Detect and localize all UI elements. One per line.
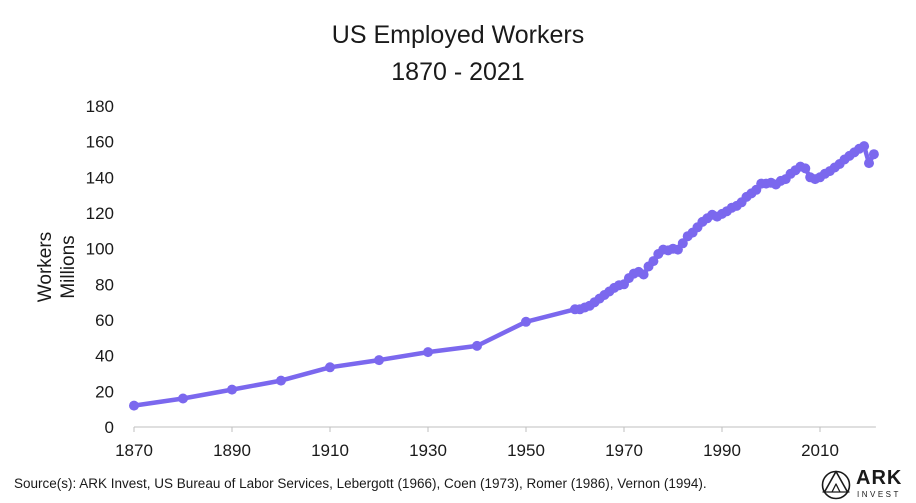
logo-sub: INVEST	[857, 490, 901, 499]
y-tick-label: 80	[95, 275, 114, 294]
data-point	[638, 269, 649, 280]
data-point	[864, 158, 874, 169]
data-point	[276, 375, 286, 386]
data-point	[374, 355, 384, 366]
series-points	[129, 141, 879, 411]
y-axis-label-line2: Millions	[58, 235, 79, 298]
logo-word: ARK	[856, 467, 902, 489]
source-note: Source(s): ARK Invest, US Bureau of Labo…	[14, 476, 707, 491]
chart-subtitle: 1870 - 2021	[391, 58, 524, 86]
y-tick-label: 60	[95, 311, 114, 330]
y-tick-label: 180	[86, 97, 114, 116]
x-tick-label: 1910	[311, 441, 349, 460]
y-axis-label: Workers Millions	[35, 232, 79, 302]
y-tick-label: 20	[95, 382, 114, 401]
ark-logo-mark-icon	[821, 470, 851, 500]
x-tick-label: 1930	[409, 441, 447, 460]
y-axis-label-line1: Workers	[35, 232, 56, 302]
data-point	[868, 149, 879, 160]
chart-title: US Employed Workers	[332, 21, 584, 49]
y-tick-label: 140	[86, 168, 114, 187]
y-tick-label: 0	[105, 418, 114, 437]
x-tick-label: 1950	[507, 441, 545, 460]
x-tick-label: 2010	[801, 441, 839, 460]
data-point	[423, 347, 433, 358]
y-tick-label: 100	[86, 240, 114, 259]
x-tick-label: 1970	[605, 441, 643, 460]
y-tick-label: 160	[86, 133, 114, 152]
y-tick-label: 120	[86, 204, 114, 223]
x-tick-label: 1990	[703, 441, 741, 460]
y-tick-label: 40	[95, 347, 114, 366]
data-point	[859, 141, 870, 152]
data-point	[227, 384, 237, 395]
x-tick-label: 1890	[213, 441, 251, 460]
x-tick-label: 1870	[115, 441, 153, 460]
data-point	[677, 238, 688, 249]
ark-invest-logo: ARK INVEST	[821, 467, 902, 500]
data-point	[648, 256, 659, 267]
data-point	[521, 316, 531, 327]
data-point	[178, 393, 188, 404]
data-point	[129, 400, 139, 411]
data-point	[800, 163, 811, 174]
data-point	[325, 362, 335, 373]
x-axis: 1870 1890 1910 1930 1950 1970 1990 2010	[115, 427, 839, 460]
data-point	[472, 340, 482, 351]
y-axis: 0 20 40 60 80 100 120 140 160 180	[86, 97, 114, 437]
